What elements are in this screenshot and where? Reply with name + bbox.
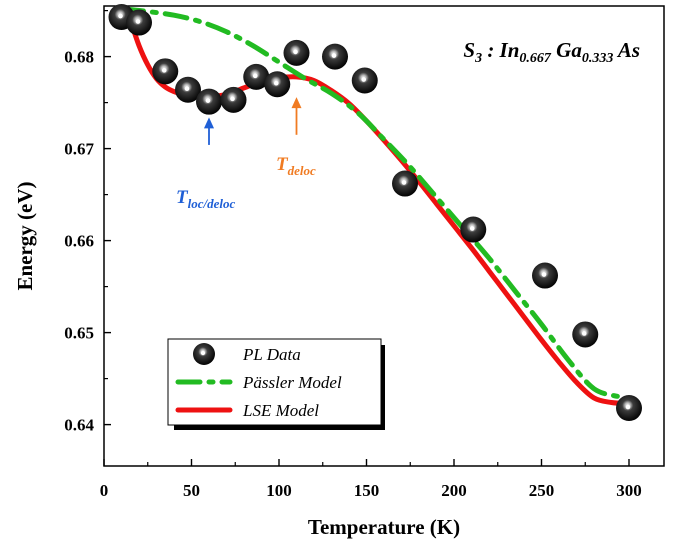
- pl-data-point: [196, 88, 222, 115]
- pl-data-point: [126, 9, 152, 36]
- x-tick-label: 200: [441, 481, 467, 500]
- pl-data-point: [264, 71, 291, 98]
- pl-data-point: [152, 58, 179, 85]
- x-axis-ticks: 0 50 100 150 200 250 300: [100, 459, 642, 500]
- pl-data-point: [572, 321, 599, 348]
- y-axis-title: Energy (eV): [13, 181, 37, 290]
- annotation-tloc: Tloc/deloc: [176, 117, 235, 211]
- x-tick-label: 150: [354, 481, 380, 500]
- pl-data-point: [283, 39, 310, 66]
- x-tick-label: 250: [529, 481, 555, 500]
- pl-data-point: [460, 216, 487, 243]
- legend-label: PL Data: [242, 345, 301, 364]
- annotation-label: Tdeloc: [276, 154, 316, 178]
- y-tick-label: 0.64: [64, 416, 94, 435]
- legend-item: PL Data: [193, 343, 301, 365]
- temperature-annotations: Tloc/deloc Tdeloc: [176, 97, 316, 211]
- y-axis-ticks: 0.64 0.65 0.66 0.67 0.68: [64, 9, 111, 435]
- sample-composition-label: S3 : In0.667 Ga0.333 As: [463, 38, 640, 66]
- y-tick-label: 0.68: [64, 48, 94, 67]
- x-tick-label: 300: [616, 481, 642, 500]
- legend-item: Pässler Model: [175, 373, 342, 392]
- pl-data-point: [392, 170, 418, 197]
- pl-data-point: [175, 76, 201, 103]
- x-axis-title: Temperature (K): [308, 515, 460, 539]
- x-tick-label: 0: [100, 481, 109, 500]
- pl-data-point: [243, 63, 270, 90]
- pl-data-point: [351, 67, 378, 94]
- legend-label: Pässler Model: [242, 373, 342, 392]
- legend-label: LSE Model: [242, 401, 319, 420]
- pl-data-point: [532, 262, 558, 289]
- legend: PL Data Pässler Model LSE Model: [167, 338, 385, 430]
- plot-frame: [103, 5, 665, 467]
- legend-item: LSE Model: [175, 401, 319, 420]
- model-curves: [119, 6, 630, 406]
- y-tick-label: 0.66: [64, 232, 94, 251]
- pl-data-point: [220, 86, 247, 113]
- annotation-arrowhead: [204, 117, 214, 129]
- annotation-tdeloc: Tdeloc: [276, 97, 316, 178]
- annotation-arrowhead: [291, 97, 302, 109]
- y-tick-label: 0.67: [64, 140, 94, 159]
- x-tick-label: 100: [266, 481, 292, 500]
- pl-data-points: [108, 4, 642, 422]
- y-tick-label: 0.65: [64, 324, 94, 343]
- annotation-label: Tloc/deloc: [176, 187, 235, 211]
- x-tick-label: 50: [183, 481, 200, 500]
- pl-data-point: [322, 43, 348, 70]
- passler-model-line: [119, 6, 630, 402]
- pl-data-point: [616, 395, 642, 422]
